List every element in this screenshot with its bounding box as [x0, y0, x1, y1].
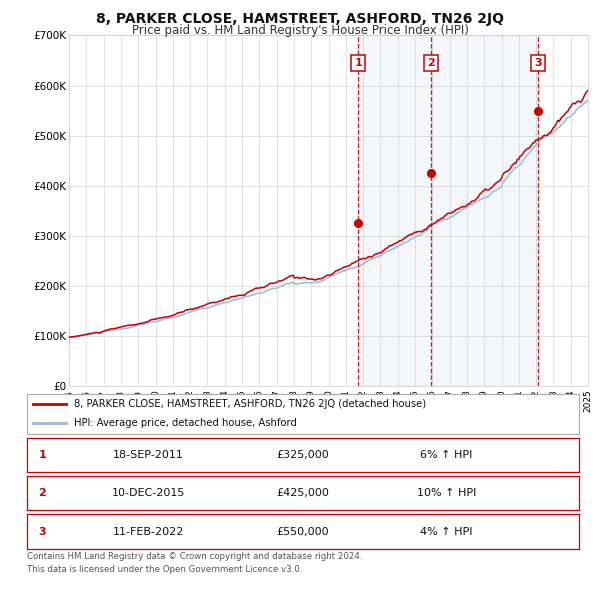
Text: 3: 3	[535, 58, 542, 68]
Text: HPI: Average price, detached house, Ashford: HPI: Average price, detached house, Ashf…	[74, 418, 297, 428]
Text: 1: 1	[38, 450, 46, 460]
Text: £325,000: £325,000	[277, 450, 329, 460]
Text: 1: 1	[355, 58, 362, 68]
Text: £425,000: £425,000	[277, 489, 329, 498]
Text: 10-DEC-2015: 10-DEC-2015	[112, 489, 185, 498]
Text: 8, PARKER CLOSE, HAMSTREET, ASHFORD, TN26 2JQ: 8, PARKER CLOSE, HAMSTREET, ASHFORD, TN2…	[96, 12, 504, 26]
Text: 4% ↑ HPI: 4% ↑ HPI	[420, 527, 473, 536]
Bar	[358, 35, 538, 386]
Text: 8, PARKER CLOSE, HAMSTREET, ASHFORD, TN26 2JQ (detached house): 8, PARKER CLOSE, HAMSTREET, ASHFORD, TN2…	[74, 399, 426, 409]
Text: 10% ↑ HPI: 10% ↑ HPI	[417, 489, 476, 498]
Text: 2: 2	[427, 58, 435, 68]
Text: 11-FEB-2022: 11-FEB-2022	[113, 527, 184, 536]
Text: Price paid vs. HM Land Registry's House Price Index (HPI): Price paid vs. HM Land Registry's House …	[131, 24, 469, 37]
Text: 2: 2	[38, 489, 46, 498]
Text: 3: 3	[38, 527, 46, 536]
Text: 18-SEP-2011: 18-SEP-2011	[113, 450, 184, 460]
Text: £550,000: £550,000	[277, 527, 329, 536]
Text: Contains HM Land Registry data © Crown copyright and database right 2024.: Contains HM Land Registry data © Crown c…	[27, 552, 362, 560]
Text: This data is licensed under the Open Government Licence v3.0.: This data is licensed under the Open Gov…	[27, 565, 302, 573]
Text: 6% ↑ HPI: 6% ↑ HPI	[421, 450, 473, 460]
